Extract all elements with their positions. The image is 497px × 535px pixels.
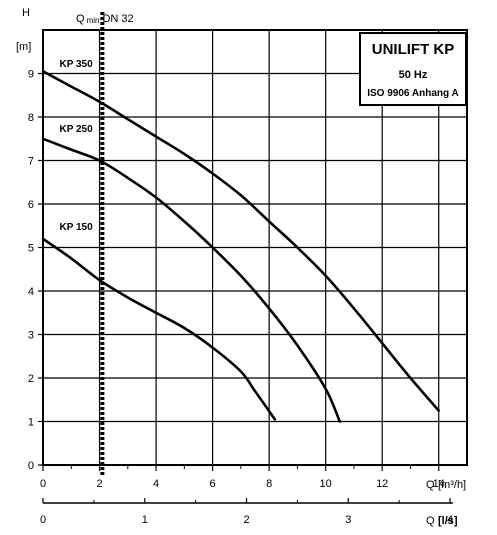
y-tick-label: 7 [28,156,34,168]
x2-tick-label: 4 [447,514,453,526]
y-tick-label: 8 [28,112,34,124]
y-tick-label: 0 [28,460,34,472]
y-axis-label: H [22,7,30,19]
x-tick-label: 8 [266,478,272,490]
x2-tick-label: 1 [142,514,148,526]
y-tick-label: 5 [28,243,34,255]
y-tick-label: 6 [28,199,34,211]
y-tick-label: 3 [28,330,34,342]
x-tick-label: 12 [376,478,388,490]
y-tick-label: 4 [28,286,34,298]
y-tick-label: 2 [28,373,34,385]
x2-tick-label: 3 [345,514,351,526]
x-tick-label: 14 [433,478,445,490]
qmin-label-rest: DN 32 [102,13,133,25]
qmin-label-sub: min [87,16,100,25]
series-label-kp-250: KP 250 [59,124,93,135]
x-tick-label: 6 [210,478,216,490]
x2-axis-unit: [l/s] [438,515,458,527]
x2-tick-label: 2 [243,514,249,526]
series-label-kp-350: KP 350 [59,59,93,70]
legend-line3: ISO 9906 Anhang A [367,88,459,99]
x2-axis-label: Q [426,515,435,527]
legend-line2: 50 Hz [399,69,428,81]
curve-kp-350 [41,70,440,412]
series-label-kp-150: KP 150 [59,222,93,233]
legend-title: UNILIFT KP [372,41,455,58]
qmin-label-q: Q [76,13,85,25]
x-axis-label: Q [426,479,435,491]
x-tick-label: 10 [320,478,332,490]
y-axis-unit: [m] [16,41,31,53]
legend-box: UNILIFT KP 50 Hz ISO 9906 Anhang A [359,32,467,106]
y-tick-label: 1 [28,417,34,429]
x-tick-label: 2 [96,478,102,490]
x-axis-unit: [m³/h] [438,479,466,491]
x-tick-label: 0 [40,478,46,490]
curve-kp-250 [41,137,342,423]
curves [41,70,440,423]
y-tick-label: 9 [28,69,34,81]
x-tick-label: 4 [153,478,159,490]
x2-tick-label: 0 [40,514,46,526]
curve-kp-150 [41,237,277,421]
